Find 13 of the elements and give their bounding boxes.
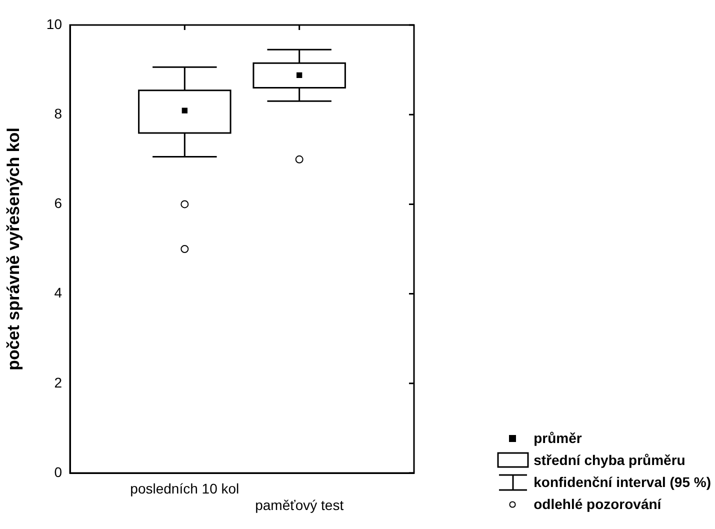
text: střední chyba průměru	[534, 452, 686, 468]
y-tick-label: 6	[54, 195, 62, 212]
y-tick-label: 0	[54, 464, 62, 480]
text: odlehlé pozorování	[534, 496, 662, 512]
y-axis-title: počet správně vyřešených kol	[4, 128, 23, 370]
x-tick-label: paměťový test	[255, 497, 344, 514]
x-tick-label: posledních 10 kol	[130, 480, 240, 496]
y-tick-label: 2	[54, 374, 62, 390]
y-tick-label: 4	[54, 284, 62, 301]
y-tick-label: 10	[46, 16, 62, 32]
text: konfidenční interval (95 %)	[534, 474, 711, 490]
y-tick-label: 8	[54, 105, 62, 122]
text: průměr	[534, 430, 582, 446]
